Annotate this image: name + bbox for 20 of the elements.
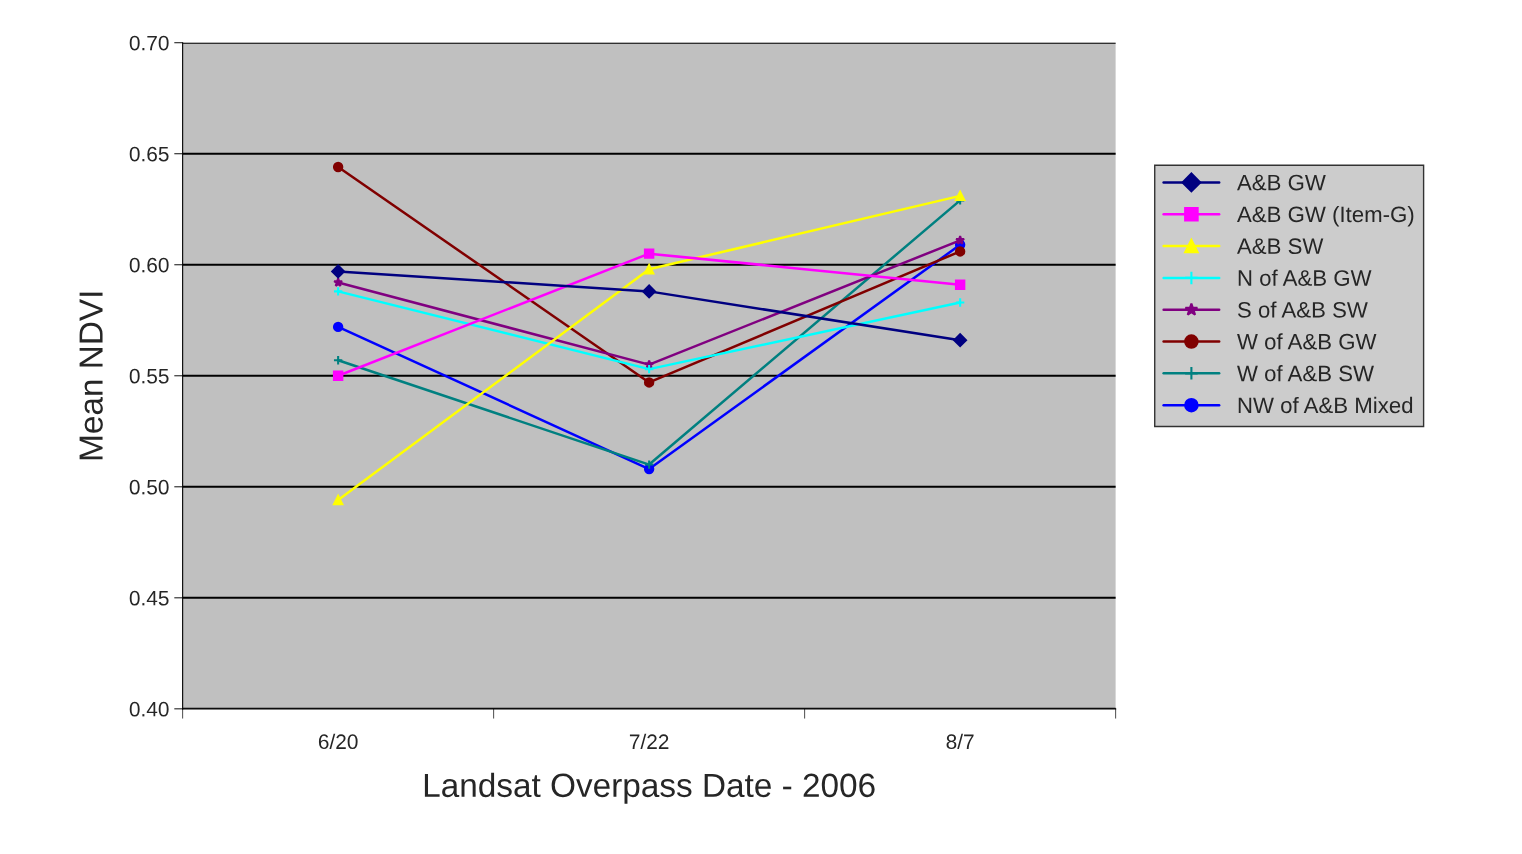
y-tick-label: 0.40	[129, 701, 169, 717]
legend-label: N of A&B GW	[1238, 269, 1372, 286]
x-tick-label: 7/22	[629, 733, 669, 750]
legend-label: W of A&B GW	[1237, 333, 1377, 350]
y-tick-label: 0.50	[129, 479, 169, 495]
x-tick-label: 6/20	[318, 733, 358, 750]
y-tick-label: 0.60	[129, 257, 169, 273]
legend-label: S of A&B SW	[1237, 301, 1368, 318]
y-tick-label: 0.45	[129, 590, 169, 606]
x-tick-label: 8/7	[946, 733, 974, 750]
legend-label: W of A&B SW	[1237, 365, 1374, 382]
y-axis-title: Mean NDVI	[79, 292, 103, 460]
legend-label: A&B GW	[1236, 174, 1326, 191]
legend-label: NW of A&B Mixed	[1238, 396, 1413, 414]
y-tick-label: 0.55	[129, 368, 169, 384]
legend-label: A&B GW (Item-G)	[1236, 205, 1414, 227]
x-axis-title: Landsat Overpass Date - 2006	[424, 772, 875, 804]
y-tick-label: 0.70	[129, 35, 169, 51]
y-tick-label: 0.65	[129, 146, 169, 162]
legend-label: A&B SW	[1236, 238, 1324, 255]
